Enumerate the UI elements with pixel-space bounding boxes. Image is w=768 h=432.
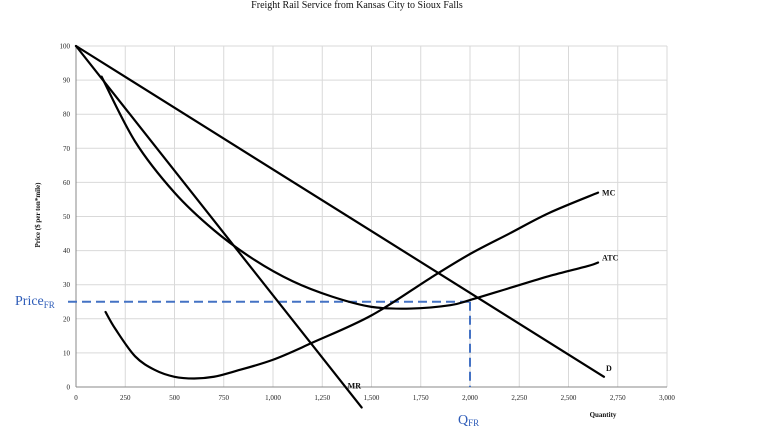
quantity-annotation-sub: FR <box>468 418 479 428</box>
series-atc-line <box>100 75 600 310</box>
y-tick-label: 10 <box>63 349 71 357</box>
y-tick-label: 100 <box>60 43 71 51</box>
grid <box>75 45 668 388</box>
quantity-annotation-main: Q <box>458 413 468 428</box>
series-mr-line <box>74 44 363 409</box>
x-tick-label: 2,750 <box>610 394 626 402</box>
series-mr-label: MR <box>348 381 362 390</box>
y-tick-label: 60 <box>63 179 71 187</box>
y-tick-label: 40 <box>63 247 71 255</box>
y-tick-label: 50 <box>63 213 71 221</box>
price-annotation-sub: FR <box>44 300 55 310</box>
y-tick-label: 70 <box>63 145 71 153</box>
x-tick-label: 500 <box>169 394 180 402</box>
y-axis-label: Price ($ per ton*mile) <box>34 182 42 248</box>
series-atc-label: ATC <box>602 254 619 263</box>
y-tick-labels: 0 10 20 30 40 50 60 70 80 90 100 <box>60 43 71 392</box>
x-tick-label: 1,000 <box>265 394 281 402</box>
x-axis-label: Quantity <box>590 411 617 419</box>
quantity-annotation: QFR <box>458 413 479 428</box>
series-mc-line <box>104 191 600 380</box>
price-annotation: PriceFR <box>15 294 55 310</box>
x-tick-label: 2,500 <box>561 394 577 402</box>
y-tick-label: 80 <box>63 111 71 119</box>
x-tick-label: 1,250 <box>314 394 330 402</box>
x-tick-label: 3,000 <box>659 394 675 402</box>
axes <box>75 46 667 388</box>
series-d-line <box>74 44 606 378</box>
y-tick-label: 0 <box>67 384 71 392</box>
x-tick-label: 1,500 <box>364 394 380 402</box>
y-tick-label: 30 <box>63 281 71 289</box>
y-tick-label: 90 <box>63 77 71 85</box>
x-tick-label: 2,000 <box>462 394 478 402</box>
price-annotation-main: Price <box>15 294 44 309</box>
series-d-label: D <box>606 364 612 373</box>
x-tick-label: 1,750 <box>413 394 429 402</box>
chart-title: Freight Rail Service from Kansas City to… <box>251 0 463 11</box>
x-tick-label: 750 <box>219 394 230 402</box>
x-tick-label: 0 <box>74 394 78 402</box>
series: D MR MC ATC <box>74 44 619 409</box>
series-mc-label: MC <box>602 189 616 198</box>
x-tick-label: 2,250 <box>511 394 527 402</box>
x-tick-label: 250 <box>120 394 131 402</box>
x-tick-labels: 0 250 500 750 1,000 1,250 1,500 1,750 2,000 2,250… <box>74 394 675 402</box>
guides <box>68 300 471 387</box>
y-tick-label: 20 <box>63 315 71 323</box>
